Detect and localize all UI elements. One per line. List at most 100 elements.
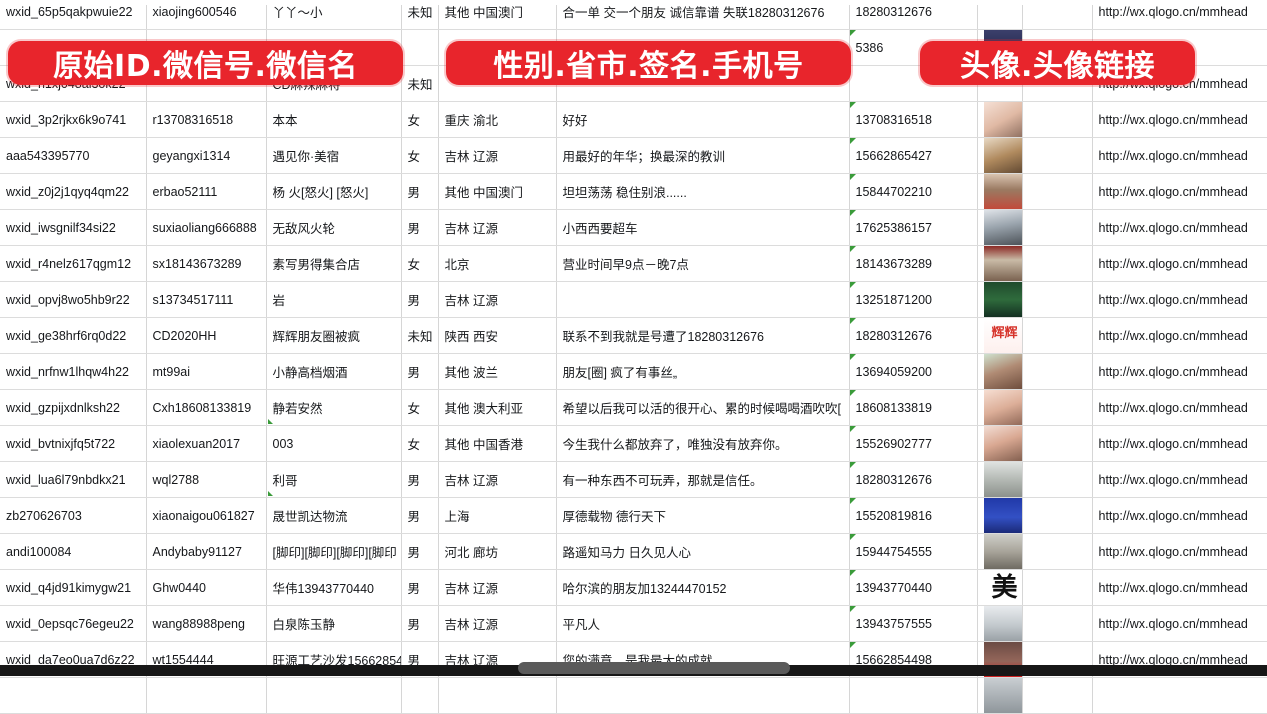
- cell-avatar-url[interactable]: http://wx.qlogo.cn/mmhead: [1092, 101, 1267, 138]
- cell-wechat-name[interactable]: 岩: [266, 281, 402, 318]
- cell-avatar[interactable]: [977, 173, 1023, 210]
- cell-avatar-url[interactable]: [1092, 677, 1267, 714]
- cell-province-city[interactable]: 其他 中国香港: [438, 425, 557, 462]
- cell-gender[interactable]: 女: [401, 101, 439, 138]
- cell-spacer[interactable]: [1022, 425, 1093, 462]
- cell-province-city[interactable]: 吉林 辽源: [438, 569, 557, 606]
- cell-gender[interactable]: 女: [401, 389, 439, 426]
- cell-gender[interactable]: [401, 677, 439, 714]
- cell-avatar[interactable]: [977, 605, 1023, 642]
- cell-spacer[interactable]: [1022, 533, 1093, 570]
- table-row[interactable]: wxid_3p2rjkx6k9o741 r13708316518 本本 女重庆 渝北好…: [0, 101, 1267, 138]
- cell-phone[interactable]: 15844702210: [849, 173, 978, 210]
- cell-phone[interactable]: [849, 677, 978, 714]
- cell-spacer[interactable]: [1022, 605, 1093, 642]
- cell-avatar-url[interactable]: http://wx.qlogo.cn/mmhead: [1092, 0, 1267, 30]
- cell-spacer[interactable]: [1022, 677, 1093, 714]
- cell-province-city[interactable]: 其他 澳大利亚: [438, 389, 557, 426]
- cell-original-id[interactable]: zb270626703: [0, 497, 147, 534]
- cell-wechat-id[interactable]: Ghw0440: [146, 569, 267, 606]
- cell-avatar-url[interactable]: http://wx.qlogo.cn/mmhead: [1092, 605, 1267, 642]
- cell-gender[interactable]: 男: [401, 533, 439, 570]
- cell-wechat-name[interactable]: 无敌风火轮: [266, 209, 402, 246]
- cell-wechat-name[interactable]: 本本: [266, 101, 402, 138]
- table-row[interactable]: wxid_65p5qakpwuie22 xiaojing600546 丫丫～小 未知其…: [0, 0, 1267, 30]
- cell-province-city[interactable]: 吉林 辽源: [438, 137, 557, 174]
- cell-province-city[interactable]: [438, 677, 557, 714]
- cell-wechat-id[interactable]: sx18143673289: [146, 245, 267, 282]
- cell-phone[interactable]: 18280312676: [849, 317, 978, 354]
- cell-original-id[interactable]: wxid_q4jd91kimygw21: [0, 569, 147, 606]
- cell-spacer[interactable]: [1022, 101, 1093, 138]
- cell-province-city[interactable]: 吉林 辽源: [438, 605, 557, 642]
- cell-province-city[interactable]: 其他 波兰: [438, 353, 557, 390]
- cell-wechat-name[interactable]: 素写男得集合店: [266, 245, 402, 282]
- cell-wechat-id[interactable]: CD2020HH: [146, 317, 267, 354]
- cell-signature[interactable]: 好好: [556, 101, 850, 138]
- cell-wechat-name[interactable]: 杨 火[怒火] [怒火]: [266, 173, 402, 210]
- cell-avatar[interactable]: [977, 101, 1023, 138]
- table-row[interactable]: wxid_r4nelz617qgm12 sx18143673289 素写男得集合店 女…: [0, 245, 1267, 282]
- cell-signature[interactable]: [556, 677, 850, 714]
- table-row[interactable]: [0, 677, 1267, 714]
- cell-avatar[interactable]: [977, 677, 1023, 714]
- cell-spacer[interactable]: [1022, 461, 1093, 498]
- cell-wechat-id[interactable]: [146, 677, 267, 714]
- cell-wechat-name[interactable]: [脚印][脚印][脚印][脚印: [266, 533, 402, 570]
- cell-province-city[interactable]: 吉林 辽源: [438, 209, 557, 246]
- cell-avatar-url[interactable]: http://wx.qlogo.cn/mmhead: [1092, 353, 1267, 390]
- cell-wechat-name[interactable]: 003: [266, 425, 402, 462]
- table-row[interactable]: wxid_bvtnixjfq5t722 xiaolexuan2017 003 女其他 …: [0, 425, 1267, 462]
- cell-gender[interactable]: 男: [401, 173, 439, 210]
- cell-province-city[interactable]: 河北 廊坊: [438, 533, 557, 570]
- cell-wechat-id[interactable]: erbao52111: [146, 173, 267, 210]
- cell-original-id[interactable]: wxid_ge38hrf6rq0d22: [0, 317, 147, 354]
- cell-gender[interactable]: 女: [401, 245, 439, 282]
- cell-wechat-name[interactable]: 晟世凯达物流: [266, 497, 402, 534]
- cell-signature[interactable]: 营业时间早9点－晚7点: [556, 245, 850, 282]
- table-row[interactable]: wxid_q4jd91kimygw21 Ghw0440 华伟13943770440 男…: [0, 569, 1267, 606]
- cell-province-city[interactable]: 上海: [438, 497, 557, 534]
- cell-phone[interactable]: 13251871200: [849, 281, 978, 318]
- cell-wechat-name[interactable]: 白泉陈玉静: [266, 605, 402, 642]
- cell-wechat-id[interactable]: xiaonaigou061827: [146, 497, 267, 534]
- cell-avatar[interactable]: [977, 533, 1023, 570]
- cell-avatar-url[interactable]: http://wx.qlogo.cn/mmhead: [1092, 245, 1267, 282]
- cell-signature[interactable]: 哈尔滨的朋友加13244470152: [556, 569, 850, 606]
- cell-original-id[interactable]: wxid_iwsgnilf34si22: [0, 209, 147, 246]
- table-row[interactable]: wxid_opvj8wo5hb9r22 s13734517111 岩 男吉林 辽源 13…: [0, 281, 1267, 318]
- cell-phone[interactable]: 13943757555: [849, 605, 978, 642]
- table-row[interactable]: wxid_ge38hrf6rq0d22 CD2020HH 辉辉朋友圈被疯 未知 陕西 西…: [0, 317, 1267, 354]
- cell-wechat-id[interactable]: geyangxi1314: [146, 137, 267, 174]
- cell-gender[interactable]: 男: [401, 605, 439, 642]
- cell-spacer[interactable]: [1022, 281, 1093, 318]
- cell-province-city[interactable]: 陕西 西安: [438, 317, 557, 354]
- cell-avatar[interactable]: 辉辉: [977, 317, 1023, 354]
- cell-avatar[interactable]: [977, 137, 1023, 174]
- cell-avatar[interactable]: [977, 245, 1023, 282]
- cell-original-id[interactable]: wxid_opvj8wo5hb9r22: [0, 281, 147, 318]
- cell-gender[interactable]: 男: [401, 353, 439, 390]
- cell-spacer[interactable]: [1022, 137, 1093, 174]
- cell-province-city[interactable]: 其他 中国澳门: [438, 173, 557, 210]
- cell-avatar[interactable]: [977, 389, 1023, 426]
- cell-phone[interactable]: 13943770440: [849, 569, 978, 606]
- cell-avatar[interactable]: [977, 425, 1023, 462]
- table-row[interactable]: wxid_iwsgnilf34si22 suxiaoliang666888 无敌风火…: [0, 209, 1267, 246]
- cell-signature[interactable]: 小西西要超车: [556, 209, 850, 246]
- cell-wechat-name[interactable]: 静若安然: [266, 389, 402, 426]
- table-row[interactable]: andi100084 Andybaby91127 [脚印][脚印][脚印][脚印男河…: [0, 533, 1267, 570]
- cell-gender[interactable]: 男: [401, 281, 439, 318]
- cell-wechat-id[interactable]: Cxh18608133819: [146, 389, 267, 426]
- cell-avatar[interactable]: 美: [977, 569, 1023, 606]
- cell-original-id[interactable]: wxid_0epsqc76egeu22: [0, 605, 147, 642]
- cell-phone[interactable]: 15662865427: [849, 137, 978, 174]
- table-row[interactable]: zb270626703 xiaonaigou061827 晟世凯达物流 男上海 厚德载物…: [0, 497, 1267, 534]
- cell-avatar-url[interactable]: http://wx.qlogo.cn/mmhead: [1092, 209, 1267, 246]
- cell-gender[interactable]: 女: [401, 137, 439, 174]
- cell-wechat-id[interactable]: xiaolexuan2017: [146, 425, 267, 462]
- cell-avatar-url[interactable]: http://wx.qlogo.cn/mmhead: [1092, 281, 1267, 318]
- cell-phone[interactable]: 15526902777: [849, 425, 978, 462]
- cell-avatar-url[interactable]: http://wx.qlogo.cn/mmhead: [1092, 497, 1267, 534]
- cell-gender[interactable]: [401, 29, 439, 66]
